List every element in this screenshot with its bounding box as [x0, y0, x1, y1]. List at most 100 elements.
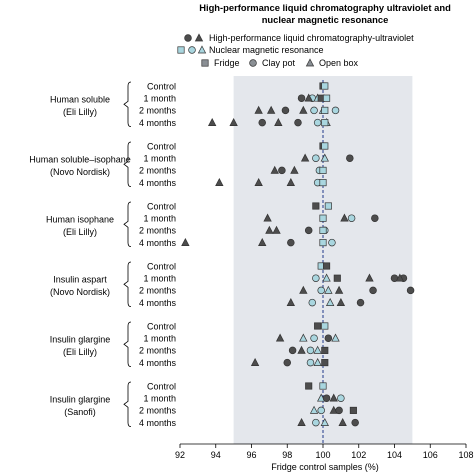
- data-point: [325, 297, 335, 306]
- row-label: 2 months: [139, 346, 177, 356]
- data-point: [322, 394, 331, 402]
- legend-marker: [305, 58, 315, 67]
- data-point: [306, 346, 315, 355]
- data-point: [347, 214, 356, 222]
- row-label: 1 month: [143, 394, 176, 404]
- data-point: [258, 237, 267, 246]
- data-point: [317, 286, 325, 295]
- data-point: [319, 382, 327, 390]
- data-point: [287, 238, 295, 247]
- group-label: Human soluble: [50, 94, 110, 104]
- data-point: [290, 165, 299, 174]
- x-tick-label: 92: [175, 450, 185, 460]
- data-point: [312, 202, 320, 210]
- legend-label-hplc: High-performance liquid chromatography-u…: [209, 33, 414, 43]
- data-point: [283, 358, 292, 367]
- data-point: [297, 345, 306, 354]
- x-tick-label: 98: [282, 450, 292, 460]
- data-point: [288, 346, 297, 355]
- row-label: 1 month: [143, 334, 176, 344]
- data-point: [321, 82, 329, 90]
- row-label: 1 month: [143, 274, 176, 284]
- data-point: [319, 214, 327, 222]
- x-tick-label: 104: [387, 450, 402, 460]
- data-point: [335, 406, 343, 415]
- data-point: [323, 94, 331, 102]
- data-point: [266, 105, 276, 114]
- data-point: [349, 406, 357, 414]
- row-label: 4 months: [139, 238, 177, 248]
- group-label: (Sanofi): [64, 407, 96, 417]
- data-point: [304, 226, 313, 235]
- data-point: [317, 406, 325, 415]
- data-point: [356, 298, 365, 307]
- data-point: [294, 118, 302, 127]
- data-point: [336, 297, 346, 306]
- group-label: (Novo Nordisk): [50, 287, 110, 297]
- data-point: [324, 334, 333, 342]
- data-point: [337, 394, 345, 402]
- legend-label-open-box: Open box: [319, 58, 359, 68]
- plot-area: 92 94 96 98 100 102 104 106 108 Human soluble (Eli…: [29, 76, 474, 460]
- data-point: [312, 418, 320, 427]
- group-label: (Novo Nordisk): [50, 167, 110, 177]
- data-point: [229, 117, 238, 126]
- data-point: [297, 94, 306, 102]
- row-label: 2 months: [139, 226, 177, 236]
- data-point: [299, 285, 308, 294]
- row-label: 2 months: [139, 106, 177, 116]
- legend-marker: [197, 45, 207, 54]
- data-point: [304, 93, 313, 102]
- row-label: 2 months: [139, 166, 177, 176]
- group-label: Insulin glargine: [50, 394, 111, 404]
- data-point: [319, 226, 327, 234]
- data-point: [250, 357, 260, 366]
- group-bracket: [123, 381, 132, 427]
- data-point: [265, 225, 274, 234]
- group-label: (Eli Lilly): [63, 227, 97, 237]
- data-point: [254, 177, 263, 186]
- group-bracket: [123, 261, 132, 307]
- group-label: Insulin aspart: [53, 274, 107, 284]
- data-point: [215, 177, 224, 186]
- data-point: [207, 117, 217, 126]
- data-point: [323, 262, 331, 270]
- data-point: [274, 117, 283, 126]
- legend-marker: [249, 59, 257, 67]
- x-tick-label: 100: [315, 450, 330, 460]
- legend-label-nmr: Nuclear magnetic resonance: [209, 45, 324, 55]
- row-label: Control: [147, 381, 176, 391]
- data-point: [319, 179, 327, 187]
- data-point: [351, 418, 359, 427]
- row-label: 1 month: [143, 214, 176, 224]
- data-point: [263, 213, 272, 222]
- data-point: [338, 417, 347, 426]
- row-label: 2 months: [139, 406, 177, 416]
- data-point: [270, 165, 279, 174]
- data-point: [181, 237, 190, 246]
- x-tick-label: 94: [211, 450, 221, 460]
- legend-marker: [184, 34, 192, 42]
- data-point: [278, 166, 286, 175]
- group-label: Human soluble–isophane: [29, 154, 131, 164]
- data-point: [324, 285, 333, 294]
- group-bracket: [123, 81, 132, 127]
- data-point: [306, 358, 315, 367]
- row-label: Control: [147, 201, 176, 211]
- data-point: [297, 417, 306, 426]
- data-point: [369, 286, 377, 295]
- data-point: [346, 154, 354, 162]
- data-point: [320, 153, 329, 162]
- data-point: [312, 274, 320, 282]
- x-tick-label: 106: [423, 450, 438, 460]
- group-bracket: [123, 141, 132, 187]
- data-point: [254, 105, 263, 114]
- data-point: [321, 106, 329, 114]
- data-point: [312, 154, 320, 162]
- data-point: [321, 346, 329, 354]
- data-point: [320, 417, 329, 426]
- group-label: (Eli Lilly): [63, 347, 97, 357]
- legend-marker: [201, 59, 209, 67]
- data-point: [313, 357, 322, 366]
- row-label: Control: [147, 321, 176, 331]
